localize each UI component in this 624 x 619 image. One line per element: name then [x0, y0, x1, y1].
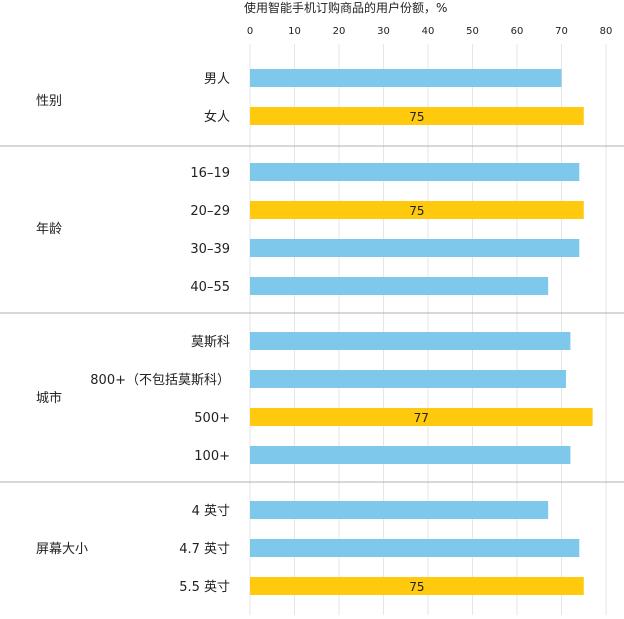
bar	[250, 577, 584, 595]
x-tick-label: 70	[555, 26, 568, 37]
bar	[250, 370, 566, 388]
category-label: 5.5 英寸	[179, 580, 230, 595]
data-label: 75	[409, 110, 424, 124]
bar	[250, 446, 571, 464]
bar	[250, 163, 580, 181]
bar	[250, 539, 580, 557]
category-label: 800+（不包括莫斯科）	[90, 373, 230, 388]
group-label: 城市	[36, 390, 62, 406]
bar	[250, 239, 580, 257]
category-label: 16–19	[190, 166, 230, 181]
bar	[250, 277, 549, 295]
x-tick-label: 50	[466, 26, 479, 37]
category-label: 4 英寸	[192, 504, 230, 519]
category-label: 20–29	[190, 204, 230, 219]
data-label: 75	[409, 580, 424, 594]
category-label: 莫斯科	[191, 335, 230, 350]
bar	[250, 332, 571, 350]
group-label: 年龄	[36, 222, 62, 237]
bar	[250, 501, 549, 519]
bar	[250, 69, 562, 87]
group-label: 性别	[36, 94, 62, 109]
category-label: 40–55	[190, 280, 230, 295]
bar	[250, 201, 584, 219]
category-label: 100+	[194, 449, 230, 464]
bar	[250, 408, 593, 426]
x-tick-label: 30	[377, 26, 390, 37]
x-tick-label: 60	[511, 26, 524, 37]
x-tick-label: 0	[247, 26, 253, 37]
chart-title: 使用智能手机订购商品的用户份额，%	[244, 0, 447, 15]
category-label: 女人	[204, 109, 230, 125]
x-tick-label: 20	[333, 26, 346, 37]
category-label: 30–39	[190, 242, 230, 257]
category-label: 4.7 英寸	[179, 542, 230, 557]
bar	[250, 107, 584, 125]
data-label: 75	[409, 204, 424, 218]
data-label: 77	[414, 411, 429, 425]
x-tick-label: 10	[288, 26, 301, 37]
category-label: 500+	[194, 411, 230, 426]
category-label: 男人	[204, 72, 230, 87]
x-tick-label: 80	[600, 26, 613, 37]
group-label: 屏幕大小	[36, 542, 88, 557]
x-tick-label: 40	[422, 26, 435, 37]
